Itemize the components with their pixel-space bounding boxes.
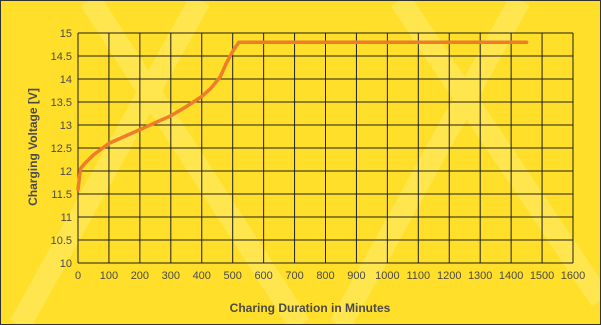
y-tick-label: 11.5	[51, 189, 72, 201]
series-layer	[76, 40, 529, 192]
y-tick-label: 14.5	[51, 51, 72, 63]
x-tick-label: 1100	[406, 270, 430, 282]
x-tick-label: 1600	[561, 270, 585, 282]
y-tick-label: 11	[61, 212, 72, 224]
x-tick-label: 1200	[437, 270, 461, 282]
y-axis-label: Charging Voltage [V]	[26, 88, 40, 206]
x-tick-label: 0	[75, 270, 81, 282]
y-tick-label: 12.5	[51, 143, 72, 155]
x-tick-label: 700	[285, 270, 303, 282]
y-tick-label: 10.5	[51, 235, 72, 247]
background-pattern	[10, 0, 601, 325]
x-tick-label: 400	[193, 270, 211, 282]
y-tick-label: 10	[60, 258, 72, 270]
x-axis-label: Charing Duration in Minutes	[230, 301, 391, 315]
x-tick-label: 500	[224, 270, 242, 282]
y-axis-ticks: 10 10.5 11 11.5 12 12.5 13 13.5 14 14.5 15	[51, 28, 72, 270]
x-axis-ticks: 0 100 200 300 400 500 600 700 800 900 1000 1100 1200…	[75, 270, 585, 282]
x-tick-label: 1400	[499, 270, 523, 282]
y-tick-label: 15	[60, 28, 72, 40]
series-line-0	[76, 40, 529, 192]
y-tick-label: 13	[60, 120, 72, 132]
y-tick-label: 13.5	[51, 97, 72, 109]
x-tick-label: 900	[347, 270, 365, 282]
x-tick-label: 300	[162, 270, 180, 282]
y-tick-label: 12	[60, 166, 72, 178]
grid	[77, 32, 574, 264]
x-tick-label: 100	[100, 270, 118, 282]
x-tick-label: 1000	[375, 270, 399, 282]
x-tick-label: 600	[254, 270, 272, 282]
y-tick-label: 14	[60, 74, 72, 86]
x-tick-label: 200	[131, 270, 149, 282]
x-tick-label: 800	[316, 270, 334, 282]
x-tick-label: 1300	[468, 270, 492, 282]
x-tick-label: 1500	[530, 270, 554, 282]
